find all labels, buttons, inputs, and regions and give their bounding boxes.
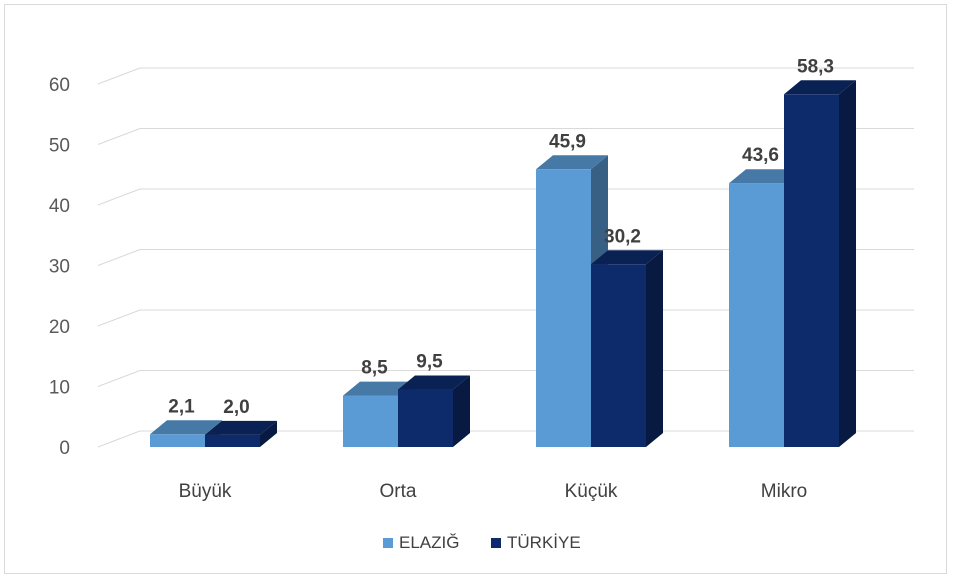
x-category-label: Mikro <box>761 481 807 502</box>
y-tick-label: 10 <box>49 378 70 399</box>
bar-front <box>536 169 591 447</box>
bar-front <box>343 395 398 447</box>
gridline-diagonal <box>97 128 141 145</box>
gridline-diagonal <box>97 188 141 206</box>
bar-top <box>398 375 470 390</box>
gridline-diagonal <box>97 67 141 85</box>
legend-label-turkiye: TÜRKİYE <box>507 533 581 552</box>
legend-swatch-turkiye <box>491 538 501 548</box>
legend-label-elazig: ELAZIĞ <box>399 533 459 552</box>
bar-1-1: 9,5 <box>398 352 470 447</box>
bar-top <box>729 169 801 184</box>
bar-side <box>646 250 663 447</box>
bar-top <box>536 155 608 170</box>
bar-front <box>729 183 784 447</box>
legend-swatch-elazig <box>383 538 393 548</box>
bar-front <box>398 389 453 447</box>
data-label: 9,5 <box>416 352 443 373</box>
bar-top <box>150 420 222 435</box>
y-tick-label: 60 <box>49 75 70 96</box>
x-category-label: Büyük <box>179 481 232 502</box>
y-tick-label: 20 <box>49 317 70 338</box>
gridline-diagonal <box>97 370 141 387</box>
data-label: 30,2 <box>604 226 641 247</box>
legend: ELAZIĞ TÜRKİYE <box>383 533 581 552</box>
bar-side <box>260 420 277 447</box>
gridline-diagonal <box>97 309 141 327</box>
x-category-label: Küçük <box>565 481 618 502</box>
y-tick-label: 0 <box>59 438 70 459</box>
y-tick-label: 40 <box>49 196 70 217</box>
bar-1-2: 30,2 <box>591 226 663 447</box>
bar-top <box>784 80 856 95</box>
y-axis-ticks: 0 10 20 30 40 50 60 <box>49 75 70 459</box>
bar-side <box>839 80 856 447</box>
bar-1-3: 58,3 <box>784 56 856 447</box>
x-category-label: Orta <box>380 481 417 502</box>
bar-top <box>205 420 277 435</box>
bar-side <box>453 375 470 447</box>
y-tick-label: 50 <box>49 136 70 157</box>
y-tick-label: 30 <box>49 257 70 278</box>
data-label: 43,6 <box>742 145 779 166</box>
bar-front <box>205 434 260 447</box>
gridline-diagonal <box>97 430 141 448</box>
x-axis-categories: Büyük Orta Küçük Mikro <box>179 481 808 502</box>
data-label: 58,3 <box>797 56 834 77</box>
data-label: 2,0 <box>223 397 249 418</box>
bar-1-0: 2,0 <box>205 397 277 447</box>
bar-front <box>591 264 646 447</box>
bar-top <box>343 381 415 396</box>
bar-front <box>150 434 205 447</box>
bars: 2,1 2,0 8,5 9,5 45,9 30,2 43,6 58,3 <box>150 56 856 447</box>
data-label: 8,5 <box>361 358 388 379</box>
data-label: 45,9 <box>549 131 586 152</box>
gridline-diagonal <box>97 249 141 266</box>
bar-top <box>591 250 663 265</box>
data-label: 2,1 <box>168 396 195 417</box>
bar-front <box>784 94 839 447</box>
